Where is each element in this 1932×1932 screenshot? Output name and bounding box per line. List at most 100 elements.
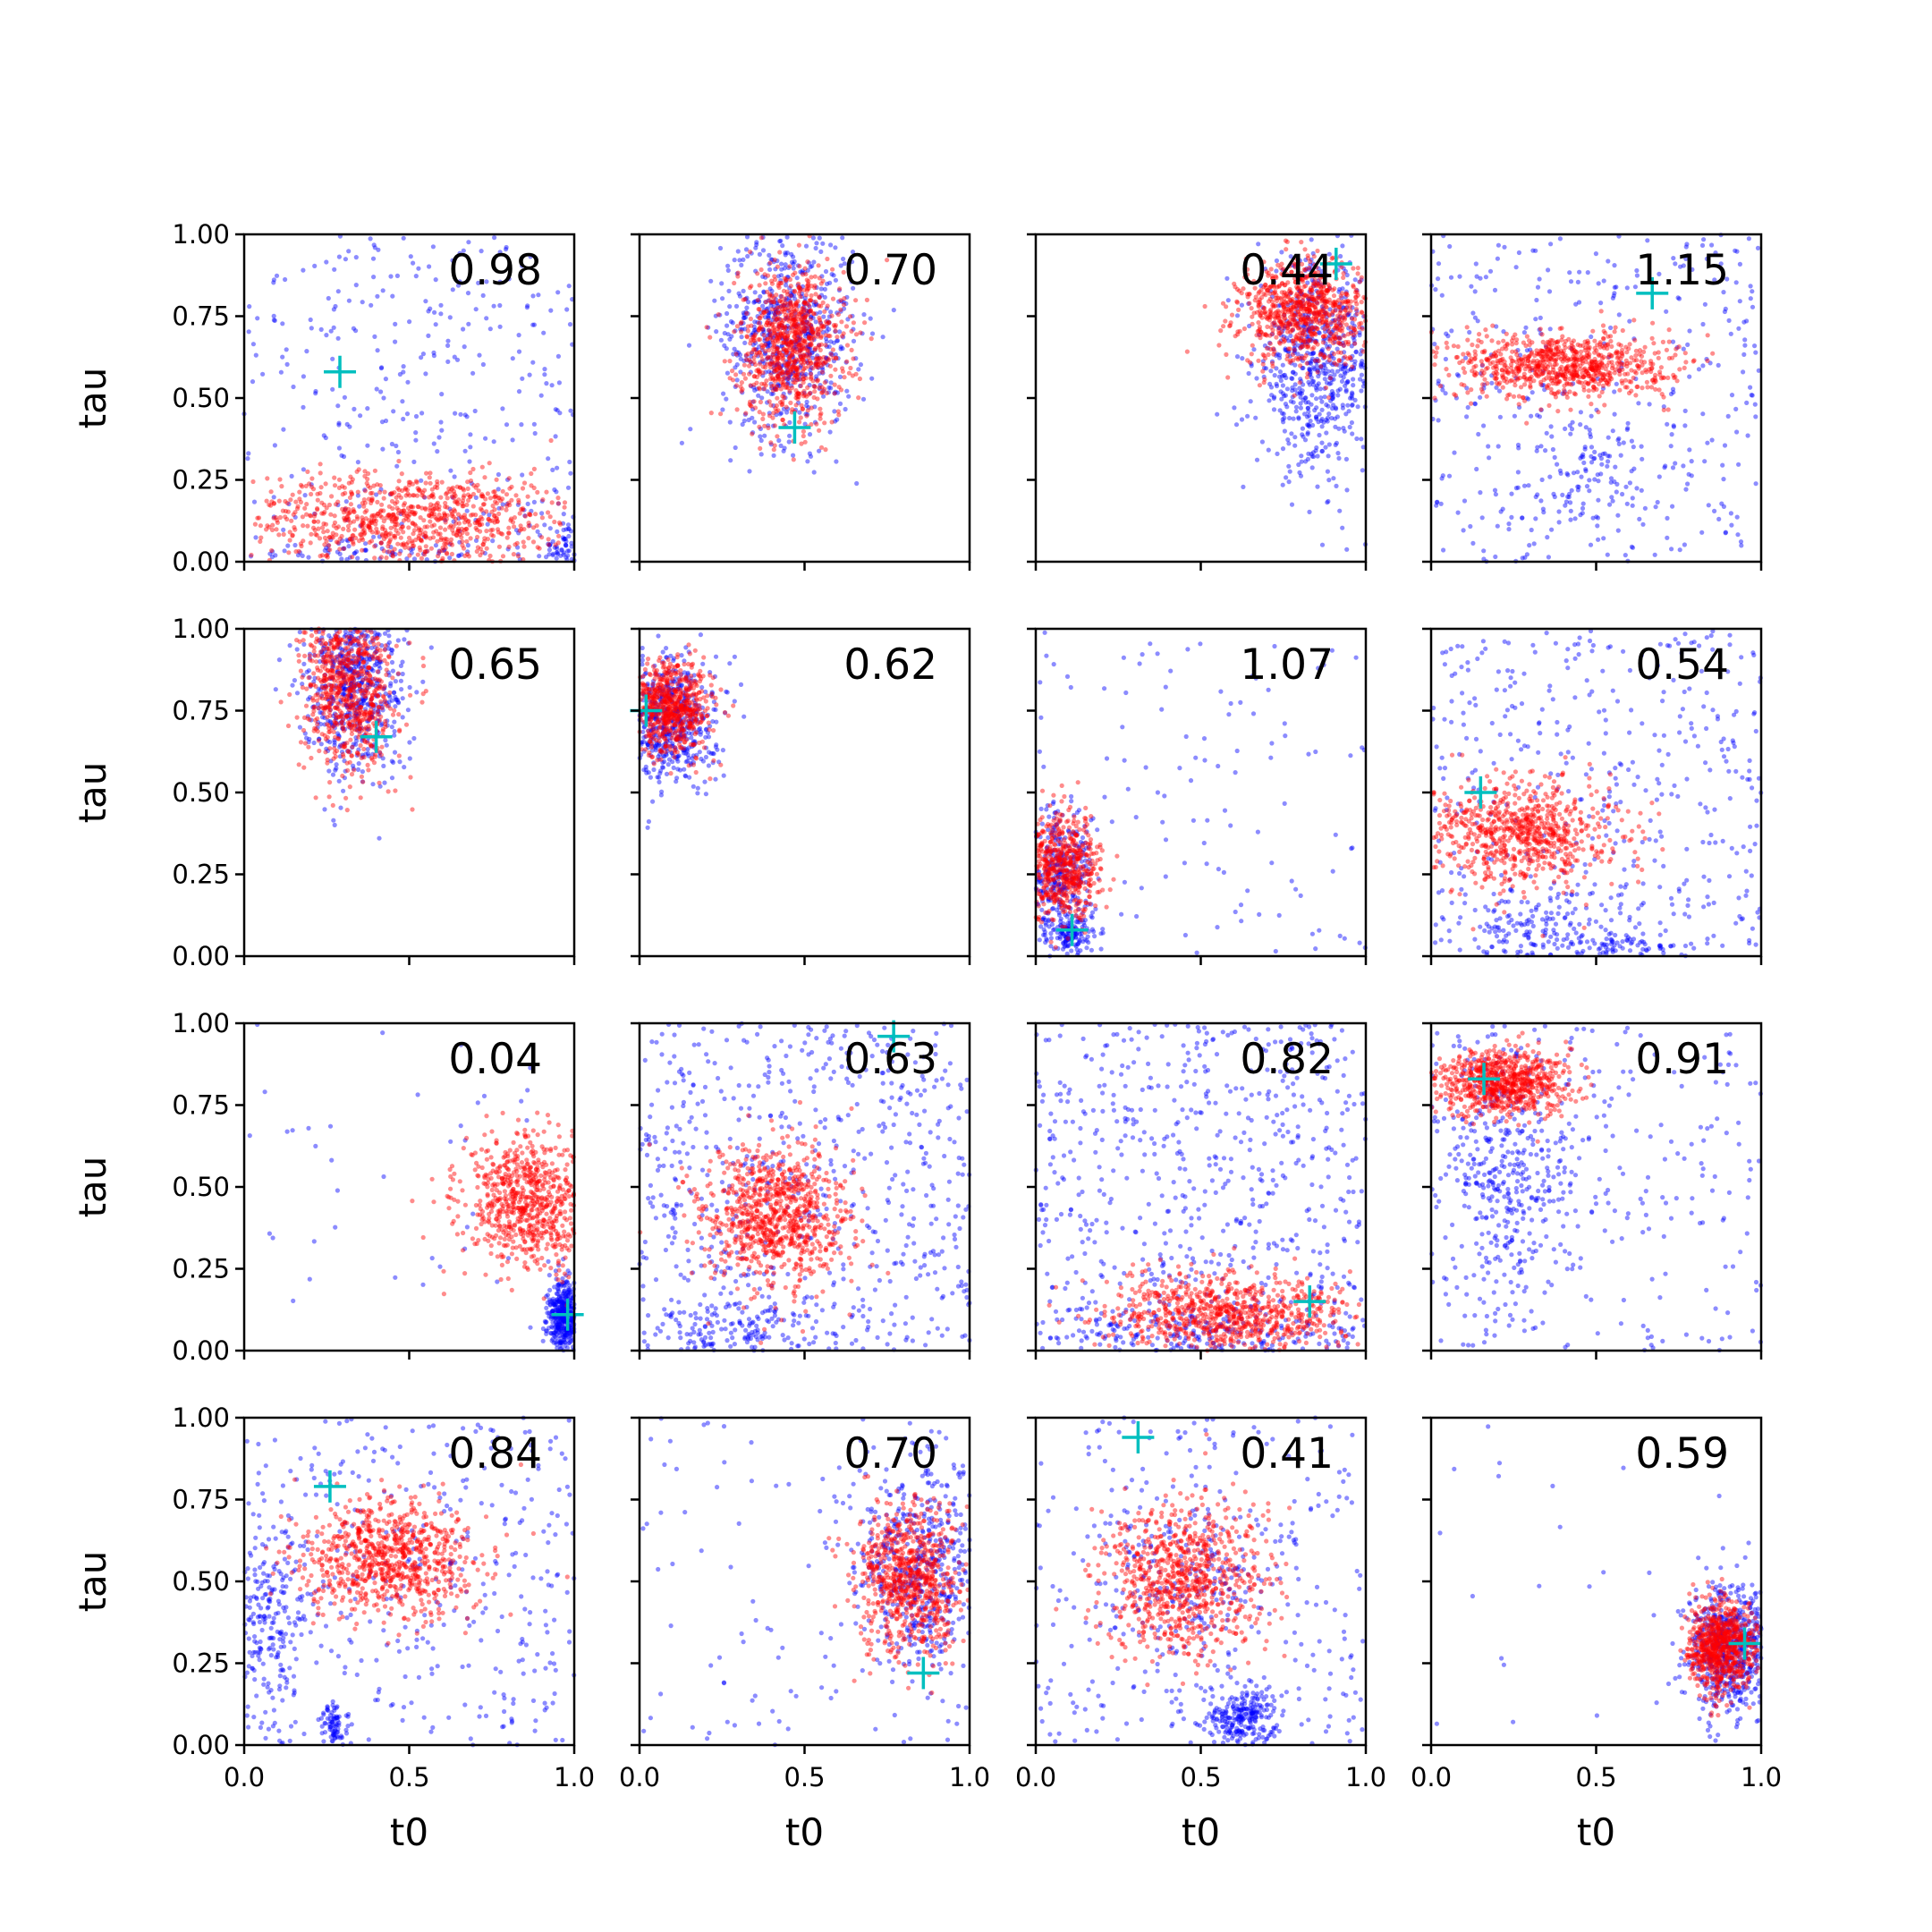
red-point <box>493 499 497 504</box>
red-point <box>369 538 374 543</box>
blue-point <box>466 240 470 244</box>
red-point <box>363 510 368 514</box>
red-point <box>343 506 348 511</box>
blue-point <box>396 450 401 454</box>
red-point <box>424 471 428 476</box>
blue-point <box>284 347 289 352</box>
red-point <box>505 536 510 540</box>
red-point <box>341 527 345 531</box>
blue-point <box>719 338 724 343</box>
blue-point <box>504 422 509 427</box>
red-point <box>481 502 486 506</box>
blue-point <box>559 548 564 553</box>
blue-point <box>555 466 559 470</box>
blue-point <box>856 367 860 371</box>
blue-point <box>812 470 817 474</box>
red-point <box>464 503 469 507</box>
blue-point <box>824 269 828 274</box>
red-point <box>375 500 379 504</box>
blue-point <box>336 422 341 427</box>
blue-point <box>791 255 795 259</box>
y-tick-label: 0.00 <box>172 547 230 577</box>
blue-point <box>319 327 324 332</box>
blue-point <box>290 474 294 479</box>
red-point <box>507 476 512 480</box>
blue-point <box>500 406 504 411</box>
blue-point <box>401 417 405 421</box>
red-point <box>436 554 440 558</box>
red-point <box>507 531 512 536</box>
blue-point <box>828 242 833 247</box>
red-point <box>337 486 342 490</box>
red-point <box>491 504 496 508</box>
red-point <box>488 528 493 532</box>
blue-point <box>395 274 400 278</box>
blue-point <box>823 287 827 292</box>
red-point <box>309 532 313 537</box>
red-point <box>518 529 522 533</box>
blue-point <box>542 522 547 527</box>
blue-point <box>564 543 568 547</box>
blue-point <box>776 438 781 443</box>
blue-point <box>762 434 767 438</box>
red-point <box>400 511 404 515</box>
red-point <box>373 469 377 473</box>
red-point <box>352 510 357 514</box>
red-point <box>460 501 464 505</box>
blue-point <box>301 405 305 410</box>
blue-point <box>371 257 376 261</box>
red-point <box>435 539 439 544</box>
blue-point <box>725 264 730 268</box>
blue-point <box>431 244 436 249</box>
red-point <box>418 547 422 552</box>
red-point <box>406 514 411 519</box>
blue-point <box>562 512 566 516</box>
red-point <box>489 510 494 514</box>
blue-point <box>453 474 457 479</box>
red-point <box>383 490 387 495</box>
red-point <box>351 533 355 538</box>
red-point <box>506 526 511 530</box>
blue-point <box>787 439 792 444</box>
blue-point <box>754 242 758 247</box>
blue-point <box>722 343 726 348</box>
red-point <box>279 484 284 488</box>
blue-point <box>332 267 336 272</box>
red-point <box>413 523 418 528</box>
red-point <box>470 513 475 517</box>
blue-point <box>285 544 290 548</box>
blue-point <box>742 419 747 423</box>
blue-point <box>323 548 327 553</box>
red-point <box>501 489 505 494</box>
blue-point <box>787 420 792 425</box>
blue-point <box>272 495 276 499</box>
red-point <box>402 501 407 505</box>
blue-point <box>554 407 558 411</box>
blue-point <box>532 422 537 427</box>
red-point <box>435 479 439 484</box>
red-point <box>440 480 445 485</box>
red-point <box>557 521 562 525</box>
red-point <box>292 528 297 532</box>
blue-point <box>432 353 436 358</box>
red-point <box>399 496 403 500</box>
red-point <box>556 534 561 538</box>
blue-point <box>568 471 572 476</box>
blue-point <box>556 354 561 359</box>
blue-point <box>733 445 738 450</box>
red-point <box>416 504 420 509</box>
red-point <box>278 515 283 520</box>
truth-marker <box>324 356 356 388</box>
red-point <box>549 438 554 443</box>
red-point <box>480 465 485 470</box>
red-point <box>452 496 456 500</box>
red-point <box>347 511 352 515</box>
blue-point <box>301 374 306 378</box>
blue-point <box>376 248 380 252</box>
blue-point <box>352 407 356 411</box>
blue-point <box>330 357 335 361</box>
red-point <box>858 330 862 335</box>
red-point <box>445 537 449 541</box>
blue-point <box>490 538 495 543</box>
blue-point <box>434 277 438 282</box>
